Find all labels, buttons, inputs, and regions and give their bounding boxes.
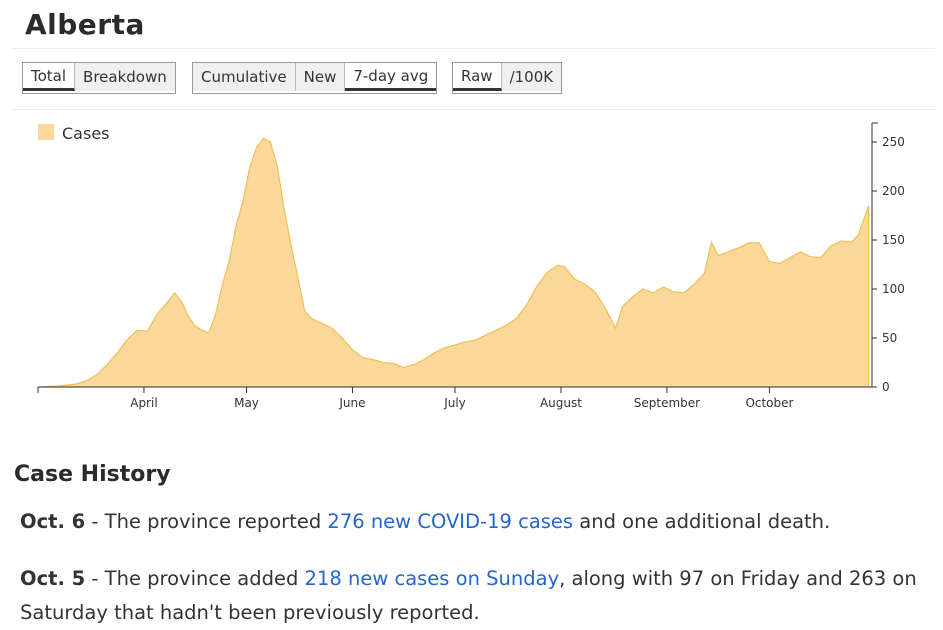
x-tick-label: July (443, 396, 466, 410)
case-history-heading: Case History (14, 462, 171, 487)
cumulative-button[interactable]: Cumulative (193, 63, 296, 91)
y-tick-label: 50 (882, 331, 897, 345)
history-entry: Oct. 6 - The province reported 276 new C… (20, 505, 935, 539)
y-tick-label: 0 (882, 380, 890, 394)
entry-date: Oct. 6 (20, 510, 86, 533)
new-button[interactable]: New (295, 63, 346, 91)
breakdown-button[interactable]: Breakdown (75, 63, 175, 91)
page-title: Alberta (25, 8, 145, 41)
entry-text: The province reported (104, 510, 328, 533)
y-tick-label: 200 (882, 184, 905, 198)
entry-text: and one additional death. (573, 510, 831, 533)
x-tick-label: June (338, 396, 365, 410)
raw-button[interactable]: Raw (453, 63, 502, 91)
divider (12, 109, 935, 110)
entry-text: The province added (104, 567, 305, 590)
entry-text: , along with 97 on Friday and 263 on Sat… (20, 567, 917, 624)
metric-toggle-group: Cumulative New 7-day avg (192, 62, 438, 94)
entry-separator: - (85, 510, 105, 533)
cases-chart: Cases 0 50 100 150 200 250 April May June July Au… (37, 122, 905, 410)
view-toggle-group: Total Breakdown (22, 62, 176, 94)
legend-swatch (38, 124, 54, 140)
x-tick-label: April (130, 396, 157, 410)
history-entry: Oct. 5 - The province added 218 new case… (20, 562, 935, 630)
scale-toggle-group: Raw /100K (452, 62, 563, 94)
x-tick-label: May (234, 396, 259, 410)
total-button[interactable]: Total (23, 63, 76, 91)
y-tick-label: 250 (882, 135, 905, 149)
cases-area (37, 137, 870, 388)
x-tick-label: October (745, 396, 793, 410)
per-100k-button[interactable]: /100K (501, 63, 562, 91)
x-tick-label: August (540, 396, 582, 410)
seven-day-avg-button[interactable]: 7-day avg (345, 63, 437, 91)
x-tick-label: September (634, 396, 700, 410)
entry-link[interactable]: 276 new COVID-19 cases (327, 510, 574, 533)
entry-separator: - (85, 567, 105, 590)
y-tick-label: 150 (882, 233, 905, 247)
x-axis: April May June July August September October (37, 386, 872, 410)
legend-label: Cases (62, 124, 110, 143)
entry-date: Oct. 5 (20, 567, 86, 590)
divider (12, 48, 935, 49)
y-axis: 0 50 100 150 200 250 (871, 122, 905, 394)
y-tick-label: 100 (882, 282, 905, 296)
entry-link[interactable]: 218 new cases on Sunday (304, 567, 560, 590)
